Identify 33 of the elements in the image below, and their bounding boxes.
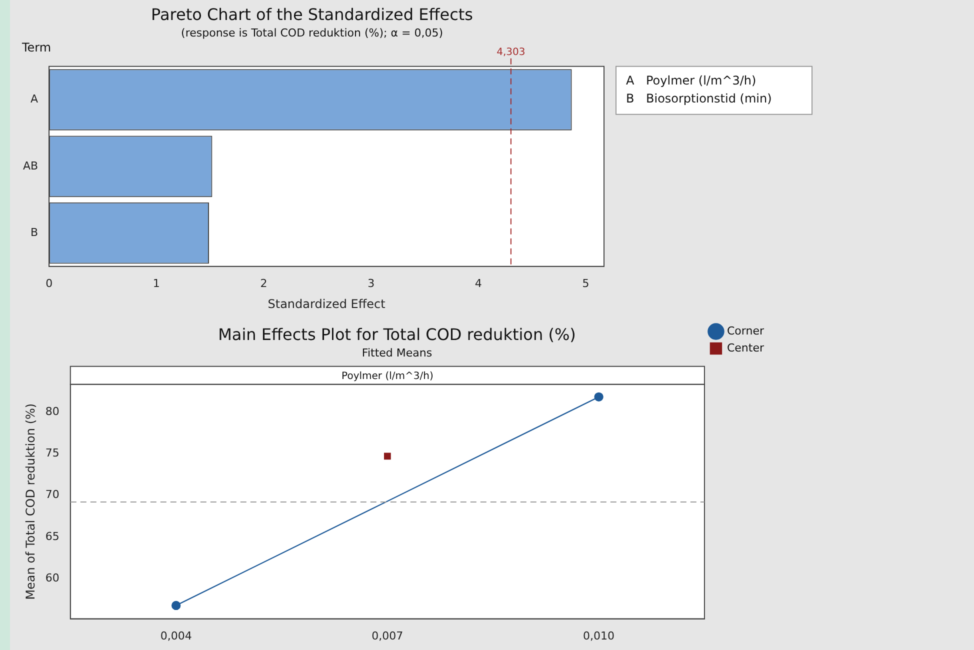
ref-line-label: 4,303 [496, 46, 526, 58]
text: B Biosorptionstid (min) [626, 92, 772, 106]
legend-label: Center [726, 341, 764, 354]
x-tick-label: 0,004 [160, 629, 192, 642]
point [594, 392, 604, 402]
x-tick-label: 5 [582, 276, 590, 290]
chart-title: Main Effects Plot for Total COD reduktion (%) [218, 324, 576, 344]
y-tick-label: 70 [45, 488, 60, 502]
x-tick-label: 0,010 [583, 629, 615, 642]
y-tick-label: 60 [45, 572, 60, 585]
legend-label: Corner [726, 324, 764, 338]
text: Poylmer (l/m^3/h) [342, 370, 434, 382]
y-tick-label: 80 [45, 404, 60, 418]
text: A Poylmer (l/m^3/h) [626, 74, 756, 88]
x-tick-label: 3 [368, 276, 375, 290]
chart-title: Pareto Chart of the Standardized Effects [151, 4, 473, 24]
x-tick-label: 0 [46, 276, 53, 290]
y-tick-label: B [30, 226, 38, 239]
x-axis-title: Standardized Effect [268, 296, 386, 311]
chart-subtitle: Fitted Means [362, 346, 432, 360]
chart-subtitle: (response is Total COD reduktion (%); α = 0,05) [181, 26, 443, 40]
x-tick-label: 2 [260, 276, 268, 290]
y-tick-label: 75 [45, 446, 60, 460]
y-tick-label: A [30, 92, 39, 106]
point [171, 600, 181, 610]
x-tick-label: 1 [152, 276, 160, 290]
point [384, 452, 391, 460]
y-tick-label: AB [22, 159, 38, 172]
x-tick-label: 0,007 [372, 629, 404, 642]
x-tick-label: 4 [474, 276, 482, 290]
y-tick-label: 65 [45, 530, 60, 543]
y-axis-title: Mean of Total COD reduktion (%) [23, 403, 38, 600]
y-axis-title: Term [21, 40, 52, 55]
